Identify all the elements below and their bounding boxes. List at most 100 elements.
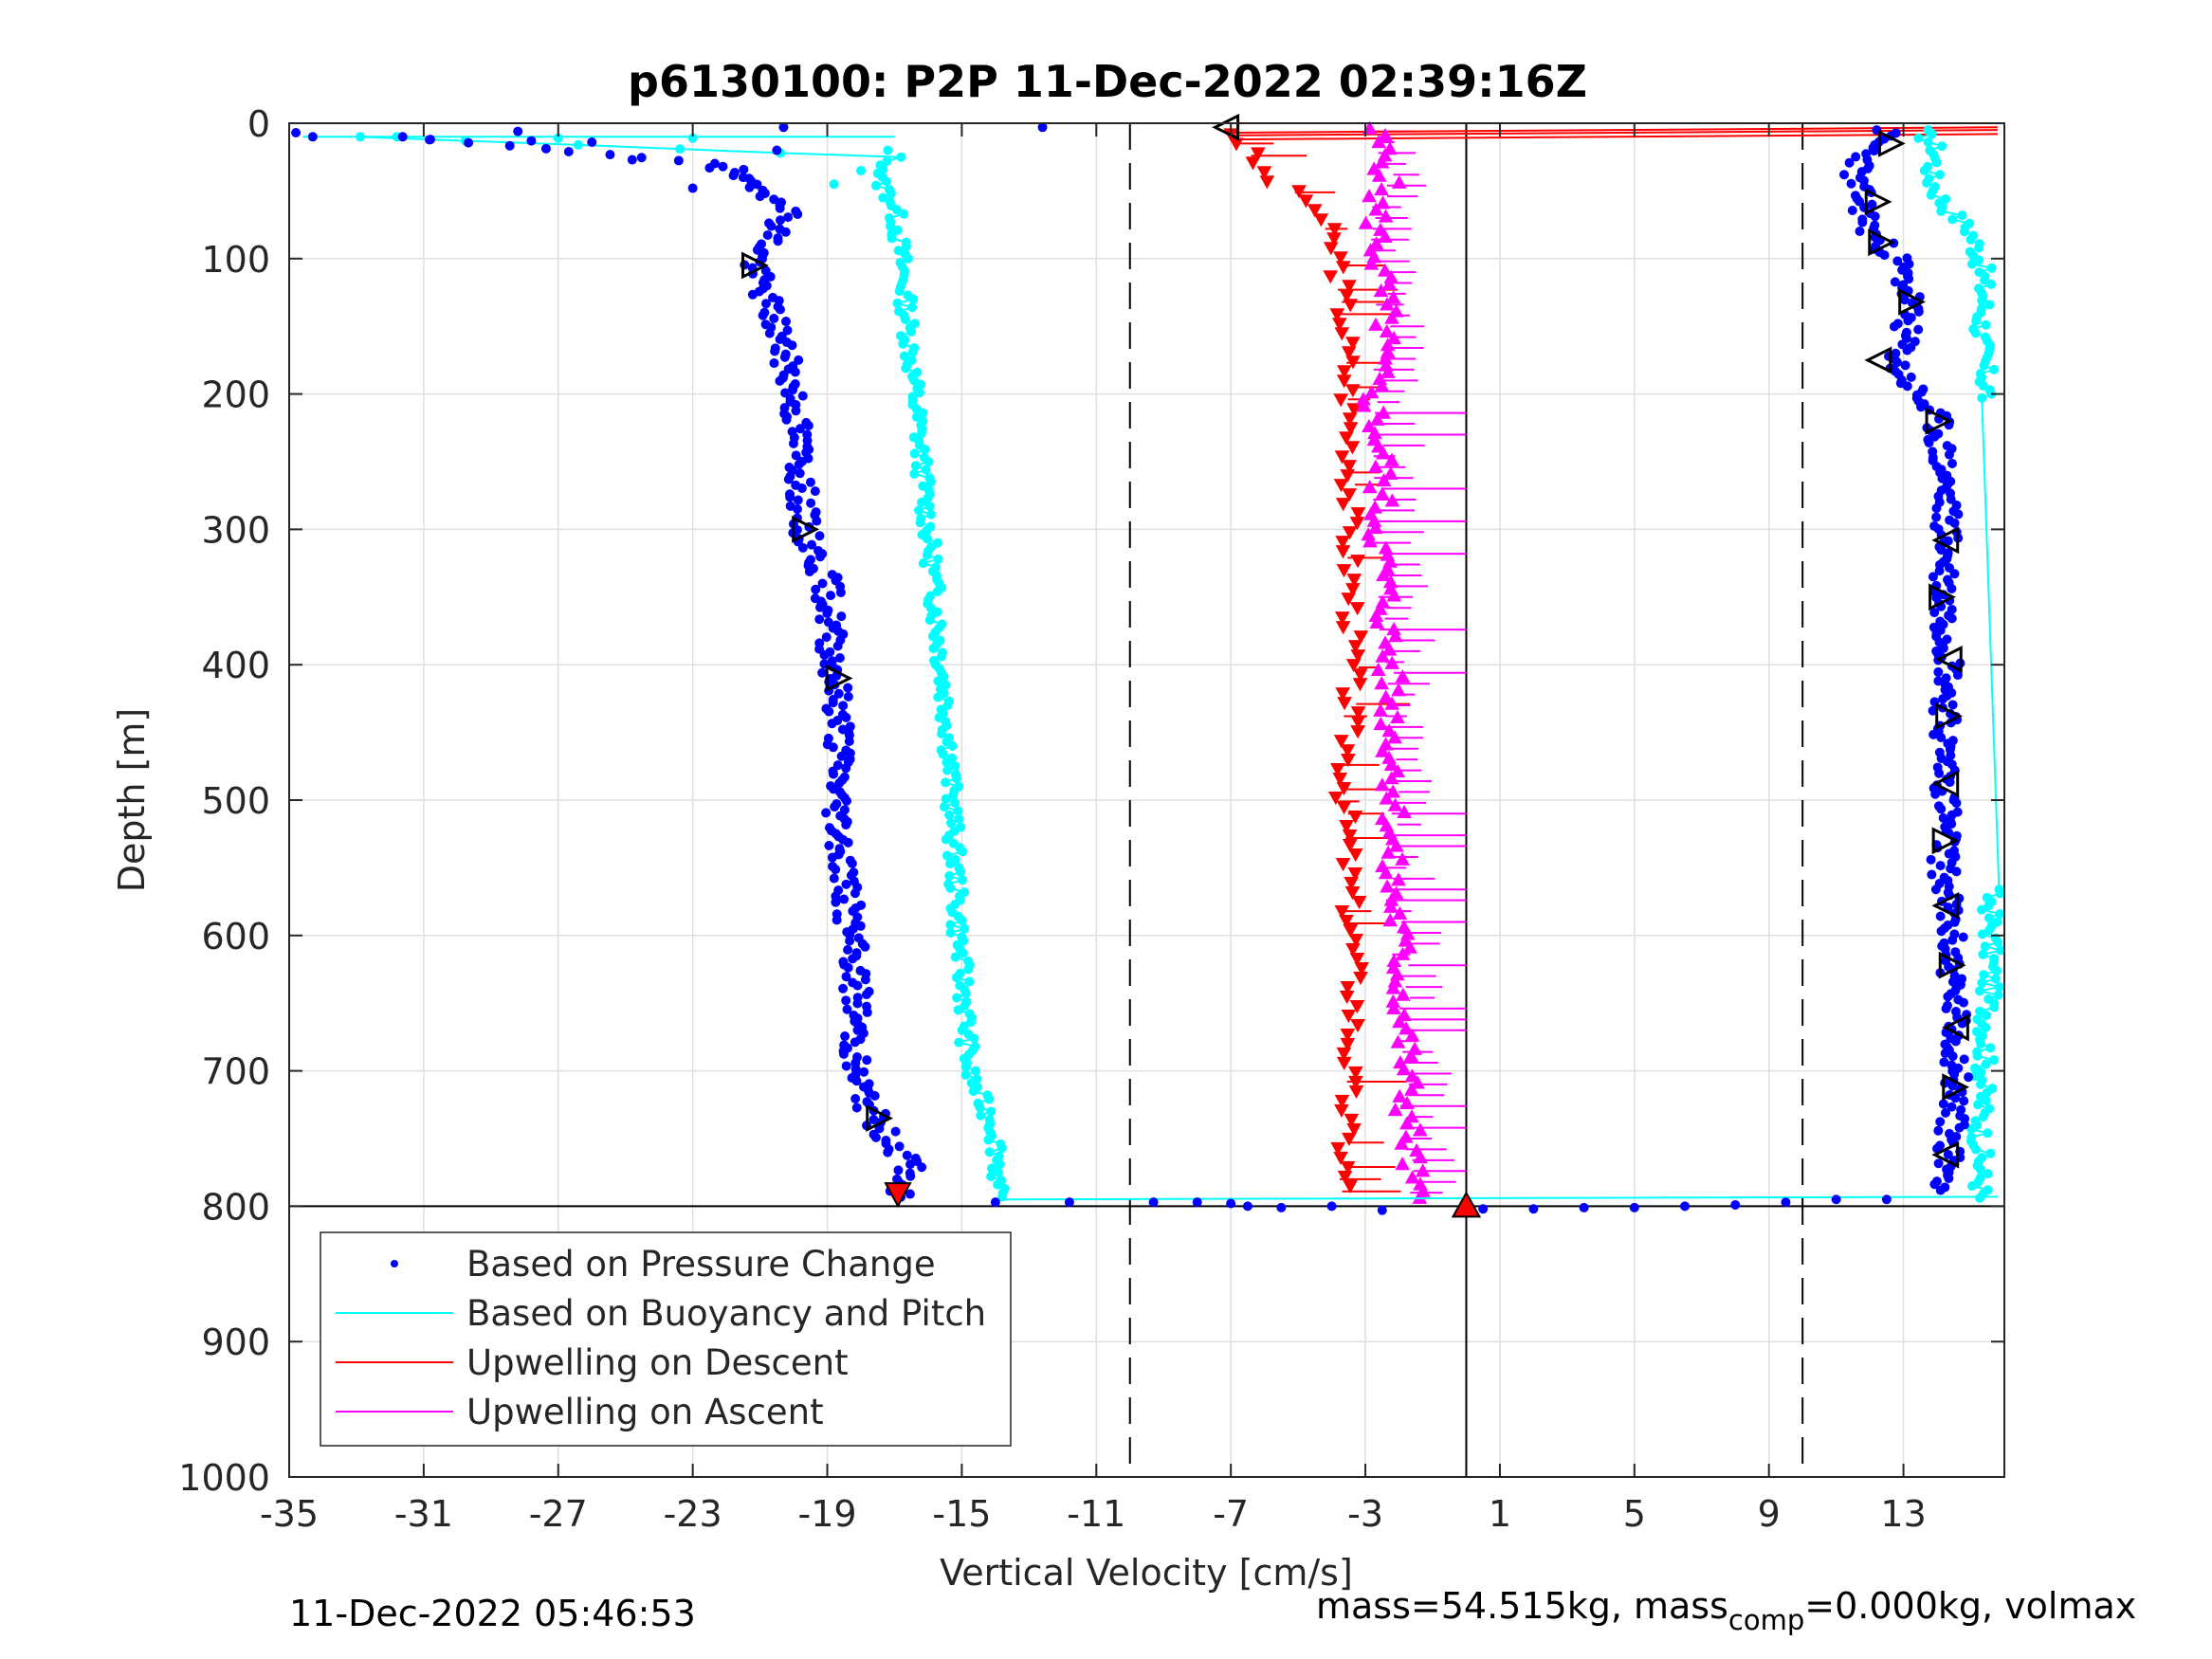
descent-upwelling-point <box>1323 270 1339 284</box>
pressure-descent-point <box>819 649 830 660</box>
pressure-ascent-point <box>1940 1048 1950 1059</box>
ascent-upwelling-point <box>1396 1062 1412 1076</box>
descent-upwelling-point <box>1342 1132 1357 1147</box>
pressure-descent-point <box>794 355 804 365</box>
descent-upwelling-point <box>1330 763 1345 777</box>
ascent-upwelling-point <box>1362 120 1378 135</box>
descent-upwelling-point <box>1346 403 1362 417</box>
grid-lines <box>288 122 2004 1478</box>
buoyancy-descent-point <box>937 729 947 739</box>
buoyancy-ascent-point <box>1926 190 1936 200</box>
pressure-descent-point <box>840 1031 850 1042</box>
buoyancy-ascent-point <box>1984 300 1995 310</box>
ascent-upwelling-point <box>1387 730 1402 744</box>
direction-marker-left <box>1941 1013 1969 1042</box>
buoyancy-descent-point <box>915 518 925 528</box>
buoyancy-bottom-line <box>995 1195 1998 1201</box>
descent-upwelling-point <box>1342 830 1358 844</box>
x-tick-label: -27 <box>529 1493 588 1535</box>
descent-upwelling-point <box>1354 961 1369 976</box>
ascent-upwelling-point <box>1374 676 1390 690</box>
pressure-descent-point <box>841 712 851 722</box>
buoyancy-descent-point <box>928 644 939 654</box>
buoyancy-descent-point <box>960 923 970 934</box>
direction-marker-left <box>1931 1140 1960 1169</box>
ascent-upwelling-point <box>1366 161 1382 175</box>
buoyancy-descent-point <box>941 777 951 788</box>
x-tick-label: 13 <box>1880 1493 1926 1535</box>
descent-upwelling-point <box>1345 942 1361 957</box>
pressure-descent-point <box>905 1171 916 1181</box>
descent-upwelling-point <box>1344 441 1361 455</box>
pressure-surface-point <box>587 137 597 147</box>
direction-marker-right <box>740 251 769 280</box>
pressure-descent-point <box>850 1094 861 1104</box>
ascent-upwelling-point <box>1386 1000 1401 1015</box>
buoyancy-descent-point <box>941 834 951 845</box>
pressure-descent-point <box>839 894 850 904</box>
buoyancy-ascent-point <box>1984 925 1995 936</box>
pressure-bottom-point <box>1831 1194 1841 1205</box>
x-tick-label: -7 <box>1213 1493 1249 1535</box>
pressure-ascent-point <box>1902 345 1912 356</box>
pressure-descent-point <box>894 1141 905 1152</box>
buoyancy-ascent-point <box>1966 1124 1977 1135</box>
buoyancy-descent-point <box>942 765 953 775</box>
buoyancy-descent-point <box>886 221 896 231</box>
buoyancy-descent-point <box>958 875 968 885</box>
descent-upwelling-point <box>1334 327 1350 341</box>
legend-label: Based on Buoyancy and Pitch <box>466 1293 986 1334</box>
descent-upwelling-point <box>1351 896 1367 910</box>
pressure-descent-point <box>815 552 826 562</box>
ascent-upwelling-point <box>1378 866 1394 880</box>
buoyancy-surface-point <box>856 165 866 175</box>
pressure-ascent-point <box>1889 321 1899 332</box>
buoyancy-ascent-point <box>1995 945 2005 956</box>
ascent-upwelling-point <box>1379 791 1395 805</box>
descent-upwelling-point <box>1348 1085 1364 1100</box>
descent-upwelling-point <box>1251 147 1266 161</box>
ascent-upwelling-point <box>1375 648 1391 663</box>
pressure-ascent-point <box>1950 1093 1961 1103</box>
pressure-ascent-point <box>1943 992 1953 1002</box>
ascent-upwelling-point <box>1375 486 1390 501</box>
ascent-upwelling-point <box>1362 418 1377 432</box>
pressure-ascent-point <box>1867 199 1877 210</box>
direction-marker-right <box>825 665 853 692</box>
x-tick-label: -15 <box>932 1493 991 1535</box>
pressure-descent-point <box>843 837 853 848</box>
ascent-upwelling-point <box>1410 1075 1425 1089</box>
descent-upwelling-point <box>1347 867 1363 882</box>
descent-upwelling-point <box>1349 952 1365 967</box>
pressure-descent-point <box>783 212 794 223</box>
buoyancy-descent-point <box>899 209 909 219</box>
ascent-upwelling-point <box>1385 784 1401 798</box>
buoyancy-descent-point <box>914 505 924 516</box>
pressure-ascent-point <box>1949 518 1960 528</box>
pressure-descent-point <box>718 161 728 172</box>
x-tick-label: -35 <box>260 1493 319 1535</box>
buoyancy-ascent-point <box>1959 227 1969 237</box>
pressure-ascent-point <box>1890 277 1900 287</box>
pressure-descent-point <box>841 995 851 1006</box>
buoyancy-descent-point <box>925 477 936 487</box>
pressure-descent-point <box>852 998 863 1009</box>
pressure-ascent-point <box>1959 1054 1969 1065</box>
ascent-upwelling-point <box>1363 385 1380 399</box>
buoyancy-descent-point <box>899 351 909 361</box>
ascent-upwelling-point <box>1371 134 1387 149</box>
descent-upwelling-point <box>1343 299 1359 313</box>
ascent-upwelling-point <box>1378 127 1393 141</box>
buoyancy-descent-point <box>917 497 927 507</box>
buoyancy-ascent-point <box>1985 1043 1996 1053</box>
pressure-ascent-point <box>1936 804 1947 814</box>
pressure-descent-point <box>794 459 804 469</box>
y-tick-label: 700 <box>201 1051 270 1093</box>
pressure-ascent-point <box>1900 360 1910 371</box>
pressure-ascent-point <box>1904 274 1914 284</box>
descent-upwelling-point <box>1336 564 1352 578</box>
ascent-upwelling-point <box>1368 317 1383 331</box>
buoyancy-descent-point <box>896 152 906 162</box>
pressure-descent-point <box>792 503 802 514</box>
